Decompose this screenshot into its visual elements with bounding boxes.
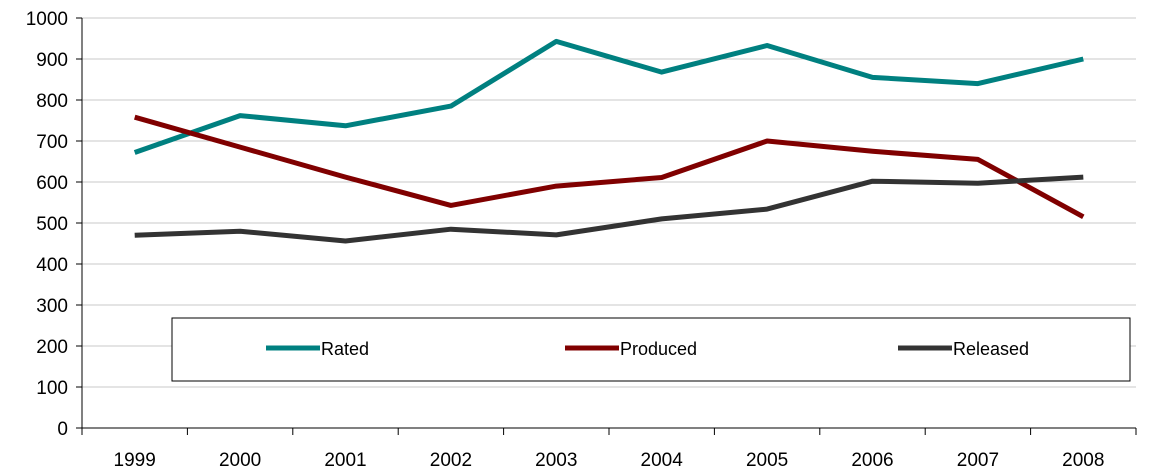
x-tick-label: 2002 [430,450,472,471]
x-tick-label: 1999 [114,450,156,471]
y-tick-label: 1000 [26,9,68,30]
y-tick-label: 900 [36,50,68,71]
y-tick-label: 700 [36,132,68,153]
y-axis-tick-labels: 0 100 200 300 400 500 600 700 800 900 1000 [26,9,68,440]
y-tick-label: 200 [36,337,68,358]
y-tick-label: 500 [36,214,68,235]
y-tick-label: 400 [36,255,68,276]
x-tick-label: 2004 [641,450,684,471]
y-tick-label: 0 [57,419,68,440]
x-tick-label: 2007 [957,450,999,471]
x-tick-label: 2005 [746,450,788,471]
y-tick-label: 100 [36,378,68,399]
series-lines [133,38,1085,244]
series-line-produced [134,114,1085,219]
x-axis-tick-labels: 1999 2000 2001 2002 2003 2004 2005 2006 2007 2008 [114,450,1105,471]
x-tick-label: 2000 [219,450,261,471]
series-line-rated [133,38,1084,155]
series-line-released [134,174,1084,244]
legend-label-released: Released [953,339,1029,359]
x-tick-label: 2006 [851,450,893,471]
axes [76,17,1137,435]
y-tick-label: 300 [36,296,68,317]
y-tick-label: 800 [36,91,68,112]
legend-label-produced: Produced [620,339,697,359]
y-tick-label: 600 [36,173,68,194]
legend-box [171,317,1131,382]
legend: Rated Produced Released [171,317,1131,382]
legend-label-rated: Rated [321,339,369,359]
x-tick-label: 2003 [535,450,577,471]
x-tick-label: 2008 [1062,450,1104,471]
x-tick-label: 2001 [324,450,366,471]
